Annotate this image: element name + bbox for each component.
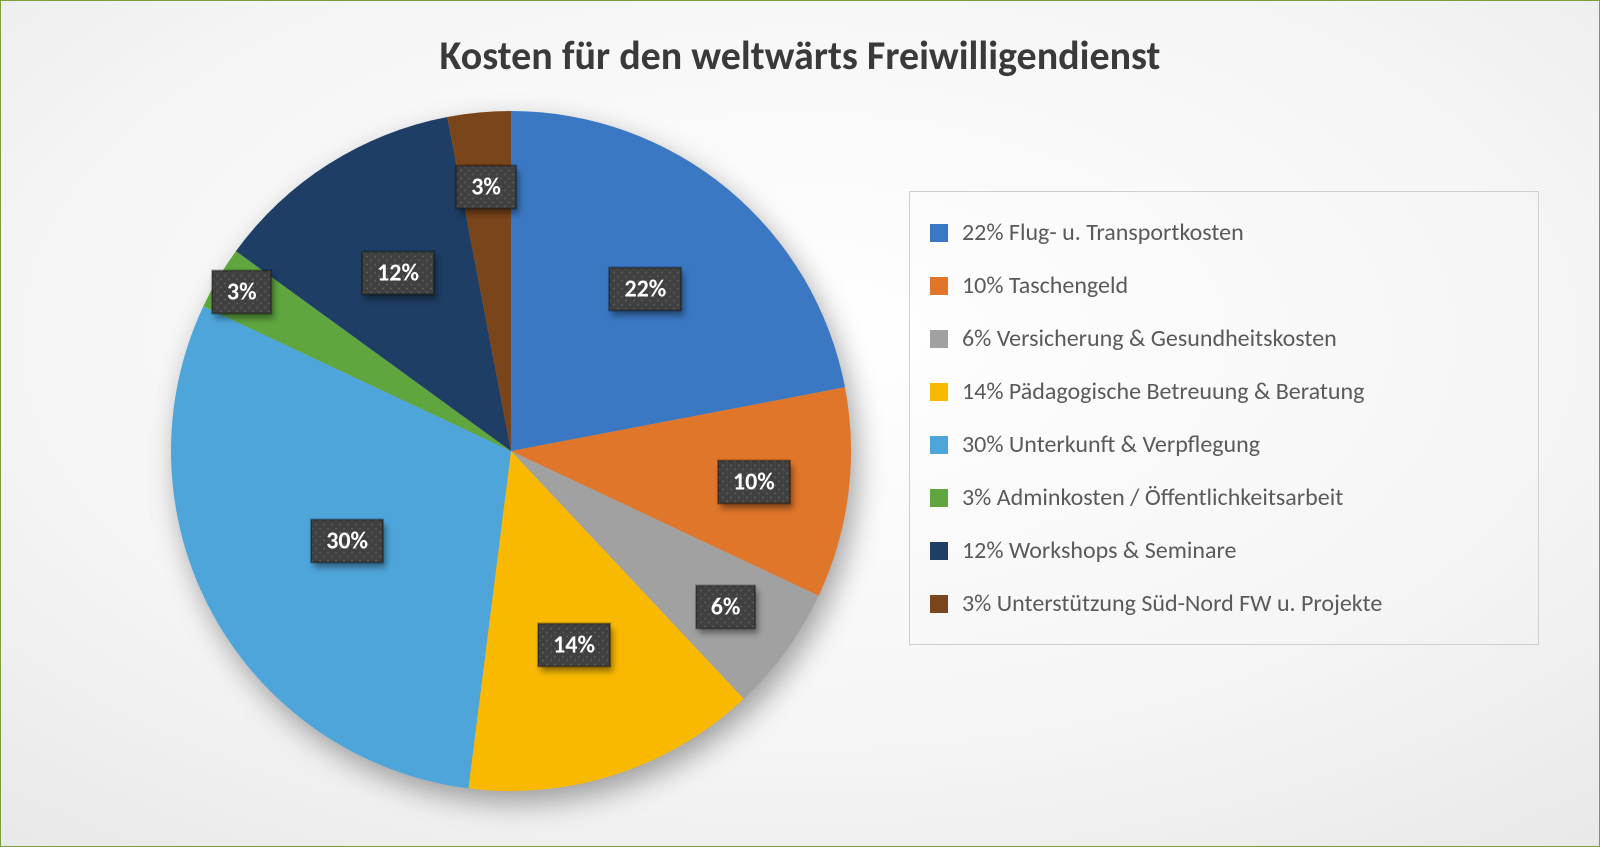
legend-swatch-admin bbox=[930, 489, 948, 507]
legend-swatch-workshops bbox=[930, 542, 948, 560]
slice-label-admin: 3% bbox=[212, 270, 272, 313]
legend-swatch-unterkunft bbox=[930, 436, 948, 454]
legend-label-workshops: 12% Workshops & Seminare bbox=[962, 536, 1236, 565]
legend-label-paedagogik: 14% Pädagogische Betreuung & Beratung bbox=[962, 377, 1364, 406]
legend-item-versicherung: 6% Versicherung & Gesundheitskosten bbox=[930, 312, 1518, 365]
slice-label-versicherung: 6% bbox=[696, 585, 756, 628]
legend-label-unterkunft: 30% Unterkunft & Verpflegung bbox=[962, 430, 1260, 459]
pie-svg bbox=[171, 111, 851, 791]
legend-item-flug: 22% Flug- u. Transportkosten bbox=[930, 206, 1518, 259]
slice-label-suednord: 3% bbox=[456, 165, 516, 208]
legend-item-taschengeld: 10% Taschengeld bbox=[930, 259, 1518, 312]
slice-label-flug: 22% bbox=[609, 267, 681, 310]
slice-label-taschengeld: 10% bbox=[718, 460, 790, 503]
legend-swatch-taschengeld bbox=[930, 277, 948, 295]
legend-swatch-paedagogik bbox=[930, 383, 948, 401]
legend-item-unterkunft: 30% Unterkunft & Verpflegung bbox=[930, 418, 1518, 471]
chart-canvas: Kosten für den weltwärts Freiwilligendie… bbox=[0, 0, 1600, 847]
legend-item-admin: 3% Adminkosten / Öffentlichkeitsarbeit bbox=[930, 471, 1518, 524]
legend-item-workshops: 12% Workshops & Seminare bbox=[930, 524, 1518, 577]
legend-label-admin: 3% Adminkosten / Öffentlichkeitsarbeit bbox=[962, 483, 1343, 512]
legend-label-suednord: 3% Unterstützung Süd-Nord FW u. Projekte bbox=[962, 589, 1382, 618]
legend-item-paedagogik: 14% Pädagogische Betreuung & Beratung bbox=[930, 365, 1518, 418]
legend-label-versicherung: 6% Versicherung & Gesundheitskosten bbox=[962, 324, 1337, 353]
legend-swatch-suednord bbox=[930, 595, 948, 613]
legend-swatch-flug bbox=[930, 224, 948, 242]
slice-label-workshops: 12% bbox=[362, 252, 434, 295]
legend-swatch-versicherung bbox=[930, 330, 948, 348]
legend-item-suednord: 3% Unterstützung Süd-Nord FW u. Projekte bbox=[930, 577, 1518, 630]
slice-label-unterkunft: 30% bbox=[311, 520, 383, 563]
slice-label-paedagogik: 14% bbox=[538, 624, 610, 667]
legend-label-taschengeld: 10% Taschengeld bbox=[962, 271, 1128, 300]
legend: 22% Flug- u. Transportkosten 10% Tascheng… bbox=[909, 191, 1539, 645]
chart-title: Kosten für den weltwärts Freiwilligendie… bbox=[1, 31, 1599, 80]
pie-chart: 22% 10% 6% 14% 30% 3% 12% 3% bbox=[171, 111, 851, 791]
legend-label-flug: 22% Flug- u. Transportkosten bbox=[962, 218, 1244, 247]
